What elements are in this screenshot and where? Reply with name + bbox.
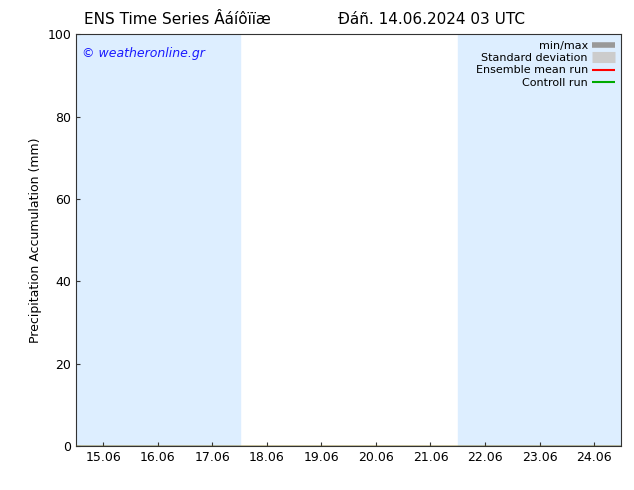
Text: Ðáñ. 14.06.2024 03 UTC: Ðáñ. 14.06.2024 03 UTC <box>338 12 524 27</box>
Bar <box>76 34 240 446</box>
Bar <box>458 34 621 446</box>
Y-axis label: Precipitation Accumulation (mm): Precipitation Accumulation (mm) <box>29 137 42 343</box>
Text: ENS Time Series Âáíôïïæ: ENS Time Series Âáíôïïæ <box>84 12 271 27</box>
Text: © weatheronline.gr: © weatheronline.gr <box>82 47 204 60</box>
Legend: min/max, Standard deviation, Ensemble mean run, Controll run: min/max, Standard deviation, Ensemble me… <box>471 37 619 92</box>
